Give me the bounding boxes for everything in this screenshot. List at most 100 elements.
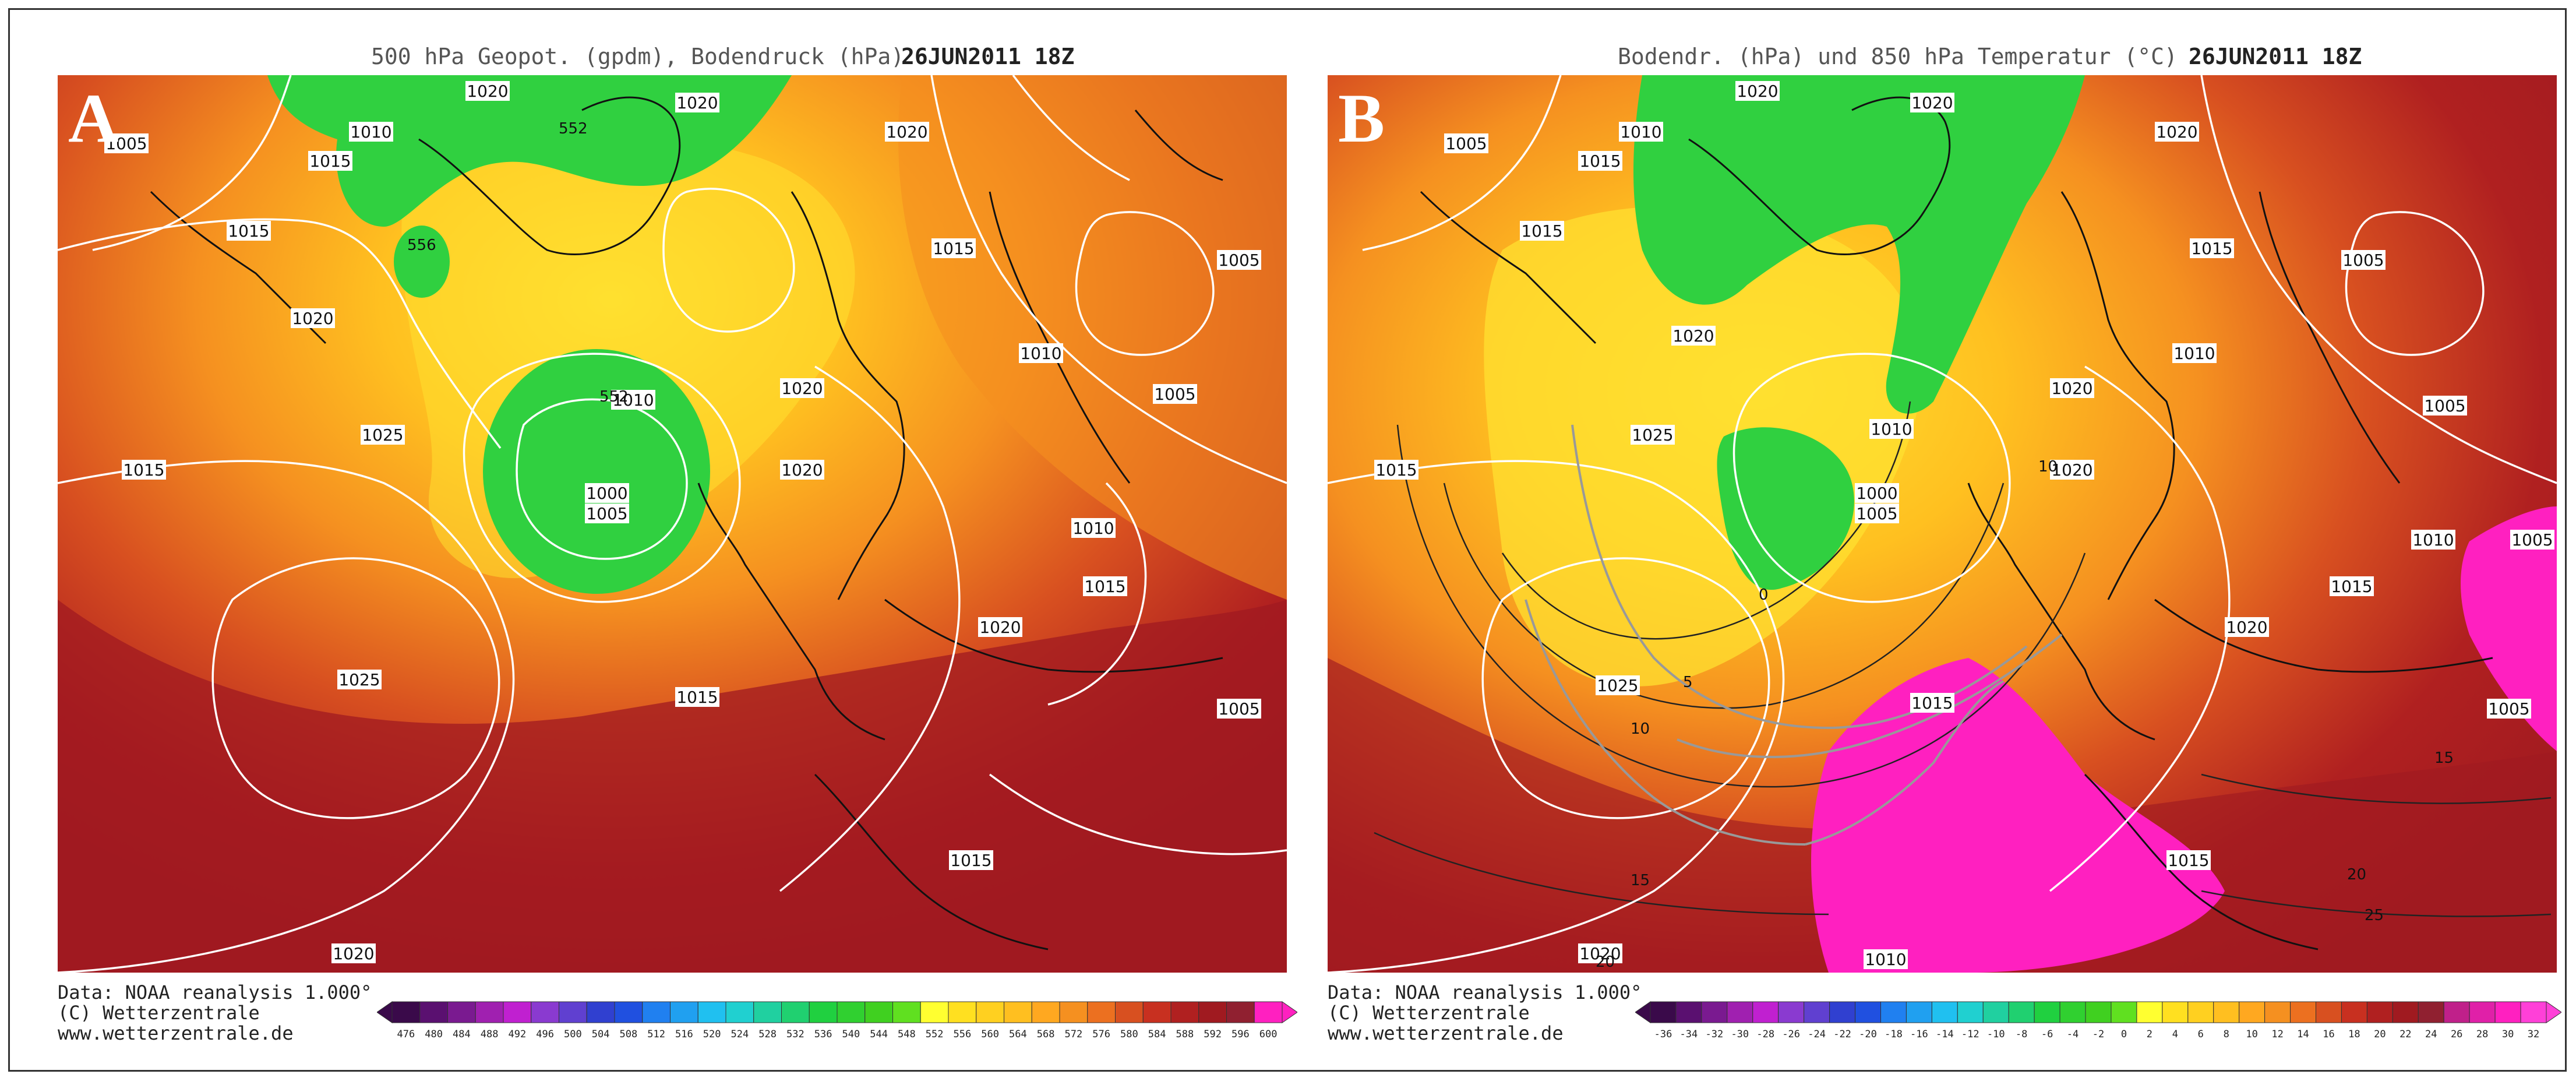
colorbar-tick-label: 524	[731, 1029, 749, 1040]
panel-b-colorbar	[1635, 1001, 2561, 1023]
colorbar-swatch	[753, 1001, 782, 1023]
colorbar-swatch	[503, 1001, 532, 1023]
isobar-label: 1015	[1520, 221, 1564, 241]
svg-text:1000: 1000	[1856, 484, 1897, 503]
colorbar-swatch	[1031, 1001, 1060, 1023]
panel-b-colorbar-ticks: -36 -34 -32 -30 -28 -26 -24 -22 -20 -18 -16 -14 -12-…	[1635, 1029, 2561, 1046]
isobar-label: 1020	[1910, 93, 1954, 112]
panel-b-map: 1005 1010 1015 1020 1020 1020 1015 1020 …	[1328, 75, 2557, 973]
svg-text:1025: 1025	[362, 425, 403, 445]
svg-text:1015: 1015	[309, 152, 351, 171]
svg-text:552: 552	[599, 388, 629, 406]
hot-region-south	[1328, 658, 2557, 973]
colorbar-tick-label: 532	[786, 1029, 804, 1040]
colorbar-tick-label: 556	[953, 1029, 972, 1040]
colorbar-tick-label: 500	[564, 1029, 582, 1040]
colorbar-swatch	[864, 1001, 893, 1023]
colorbar-swatch	[2085, 1001, 2112, 1023]
colorbar-tick-label: -30	[1731, 1029, 1749, 1040]
colorbar-swatch	[1727, 1001, 1753, 1023]
credit-data: Data: NOAA reanalysis 1.000°	[58, 981, 372, 1003]
svg-text:556: 556	[407, 237, 436, 254]
isobar-label: 1010	[1864, 949, 1908, 969]
isotherm-label: 10	[2038, 458, 2058, 476]
svg-text:1015: 1015	[2331, 577, 2372, 596]
svg-text:1010: 1010	[1020, 344, 1061, 363]
colorbar-swatch	[559, 1001, 587, 1023]
colorbar-tick-label: -32	[1705, 1029, 1724, 1040]
panel-b-letter: B	[1338, 79, 1385, 157]
colorbar-tick-label: 6	[2197, 1029, 2204, 1040]
colorbar-tick-label: 592	[1204, 1029, 1222, 1040]
svg-text:552: 552	[559, 120, 588, 138]
colorbar-tick-label: 32	[2527, 1029, 2540, 1040]
colorbar-swatch	[2111, 1001, 2137, 1023]
svg-text:1015: 1015	[123, 460, 164, 480]
colorbar-swatch	[2239, 1001, 2266, 1023]
cutoff-low-small	[394, 226, 450, 298]
colorbar-swatch	[1059, 1001, 1088, 1023]
colorbar-tick-label: 588	[1176, 1029, 1194, 1040]
svg-text:1020: 1020	[2051, 460, 2092, 480]
colorbar-tick-label: -14	[1935, 1029, 1954, 1040]
isobar-label: 1025	[337, 670, 382, 689]
svg-text:1020: 1020	[1579, 944, 1621, 963]
isobar-label: 1010	[1619, 122, 1663, 142]
colorbar-swatch	[2392, 1001, 2419, 1023]
colorbar-tick-label: 488	[480, 1029, 499, 1040]
svg-text:1020: 1020	[2051, 379, 2092, 398]
isotherm-label: 5	[1683, 674, 1693, 691]
colorbar-arrow-high	[2546, 1001, 2561, 1023]
colorbar-tick-label: -16	[1910, 1029, 1928, 1040]
isobar-label: 1020	[331, 943, 376, 963]
svg-text:1000: 1000	[586, 484, 627, 503]
credit-copyright: (C) Wetterzentrale	[58, 1002, 260, 1024]
isobar-label: 1010	[2172, 343, 2217, 363]
isobar-label: 1020	[2225, 617, 2269, 637]
isotherm-label: 20	[2347, 866, 2366, 883]
colorbar-swatch	[2162, 1001, 2189, 1023]
colorbar-tick-label: 560	[981, 1029, 999, 1040]
colorbar-tick-label: 520	[703, 1029, 721, 1040]
colorbar-swatch	[2213, 1001, 2240, 1023]
colorbar-tick-label: -8	[2015, 1029, 2028, 1040]
credit-url: www.wetterzentrale.de	[58, 1022, 294, 1044]
svg-text:1010: 1010	[1871, 420, 1912, 439]
colorbar-tick-label: -24	[1808, 1029, 1826, 1040]
svg-text:1025: 1025	[338, 670, 380, 689]
colorbar-swatch	[2008, 1001, 2035, 1023]
isobar-label: 1020	[291, 308, 335, 328]
isobar-labels: 1005 1010 1015 1020 1020 1020 1015 1020 …	[1374, 81, 2554, 971]
svg-text:1020: 1020	[292, 309, 333, 328]
colorbar-tick-label: -22	[1833, 1029, 1851, 1040]
svg-text:1020: 1020	[979, 618, 1021, 637]
colorbar-tick-label: 568	[1036, 1029, 1055, 1040]
isobar-label: 1020	[780, 460, 824, 480]
colorbar-swatch	[809, 1001, 838, 1023]
colorbar-swatch	[2290, 1001, 2317, 1023]
svg-text:1020: 1020	[467, 82, 508, 101]
isobar-label: 1020	[2155, 122, 2199, 142]
colorbar-tick-label: 26	[2450, 1029, 2463, 1040]
colorbar-arrow-low	[377, 1001, 393, 1023]
svg-text:1020: 1020	[2156, 122, 2197, 142]
colorbar-tick-label: 516	[675, 1029, 693, 1040]
colorbar-swatch	[1170, 1001, 1199, 1023]
isobar-label: 1010	[349, 122, 393, 142]
svg-text:1015: 1015	[1521, 221, 1562, 241]
colorbar-swatch	[670, 1001, 698, 1023]
isobar-label: 1010	[1019, 343, 1063, 363]
colorbar-swatch	[614, 1001, 643, 1023]
colorbar-arrow-low	[1635, 1001, 1651, 1023]
svg-text:1025: 1025	[1597, 676, 1638, 695]
isobar-label: 1020	[2050, 378, 2094, 398]
colorbar-swatch	[1752, 1001, 1779, 1023]
panel-b-title: Bodendr. (hPa) und 850 hPa Temperatur (°…	[1618, 44, 2178, 69]
svg-text:1020: 1020	[1672, 326, 1714, 346]
colorbar-swatch	[1142, 1001, 1171, 1023]
colorbar-tick-label: 10	[2246, 1029, 2258, 1040]
hot-region-south	[58, 600, 1287, 973]
isobar-label: 1005	[2341, 250, 2386, 270]
colorbar-swatch	[837, 1001, 866, 1023]
isobar-label: 1015	[1374, 460, 1418, 480]
